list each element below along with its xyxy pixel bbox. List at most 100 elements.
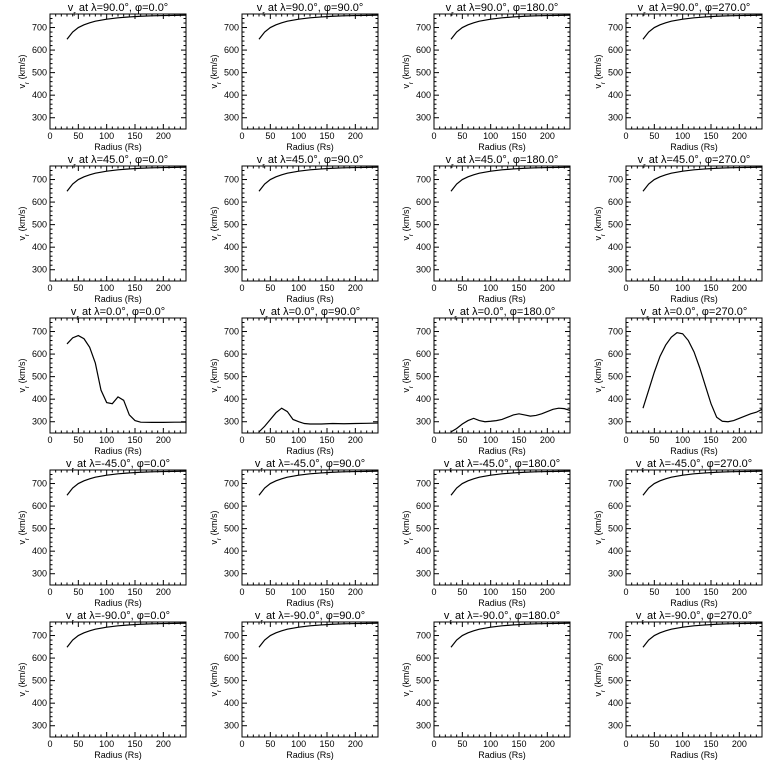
series-line bbox=[66, 14, 187, 40]
y-tick-label: 400 bbox=[32, 698, 47, 708]
panel-r1-c2: vr at λ=45.0°, φ=180.0° 0 50 100 150 200 300 40… bbox=[401, 154, 571, 304]
y-tick-label: 500 bbox=[224, 676, 239, 686]
x-tick-label: 150 bbox=[127, 131, 142, 141]
plot-frame bbox=[433, 621, 571, 738]
y-tick-label: 500 bbox=[608, 220, 623, 230]
x-tick-label: 100 bbox=[675, 435, 690, 445]
x-tick-label: 200 bbox=[156, 435, 171, 445]
x-tick-label: 0 bbox=[239, 283, 244, 293]
y-tick-label: 300 bbox=[224, 721, 239, 731]
x-axis-label: Radius (Rs) bbox=[670, 750, 718, 760]
y-tick-label: 600 bbox=[416, 501, 431, 511]
x-tick-label: 150 bbox=[127, 587, 142, 597]
x-tick-label: 0 bbox=[239, 435, 244, 445]
y-axis-label: vr (km/s) bbox=[593, 54, 607, 88]
x-tick-label: 50 bbox=[649, 131, 659, 141]
y-tick-label: 600 bbox=[32, 45, 47, 55]
x-tick-label: 0 bbox=[47, 131, 52, 141]
x-axis-label: Radius (Rs) bbox=[286, 750, 334, 760]
y-tick-label: 500 bbox=[224, 68, 239, 78]
y-tick-label: 700 bbox=[608, 23, 623, 33]
y-tick-label: 400 bbox=[224, 698, 239, 708]
y-tick-label: 400 bbox=[416, 698, 431, 708]
x-tick-label: 100 bbox=[483, 435, 498, 445]
x-tick-label: 50 bbox=[265, 587, 275, 597]
y-tick-label: 500 bbox=[32, 220, 47, 230]
x-axis-label: Radius (Rs) bbox=[94, 142, 142, 152]
panel-r2-c3: vr at λ=0.0°, φ=270.0° 0 50 100 150 200 300 400… bbox=[593, 306, 763, 456]
y-tick-label: 400 bbox=[416, 394, 431, 404]
x-tick-label: 50 bbox=[649, 435, 659, 445]
y-axis-label: vr (km/s) bbox=[401, 358, 415, 392]
y-tick-label: 600 bbox=[608, 349, 623, 359]
panel-title: vr at λ=45.0°, φ=270.0° bbox=[638, 154, 751, 170]
panel-title: vr at λ=0.0°, φ=180.0° bbox=[449, 306, 556, 322]
x-tick-label: 50 bbox=[73, 131, 83, 141]
y-tick-label: 700 bbox=[32, 327, 47, 337]
panel-r3-c2: vr at λ=-45.0°, φ=180.0° 0 50 100 150 200 300 4… bbox=[401, 458, 571, 608]
x-tick-label: 200 bbox=[732, 131, 747, 141]
x-axis-label: Radius (Rs) bbox=[478, 446, 526, 456]
y-tick-label: 600 bbox=[32, 501, 47, 511]
y-axis-label: vr (km/s) bbox=[17, 54, 31, 88]
y-tick-label: 400 bbox=[608, 698, 623, 708]
plot-frame bbox=[49, 469, 187, 586]
x-tick-label: 200 bbox=[732, 587, 747, 597]
x-tick-label: 50 bbox=[649, 739, 659, 749]
series-line bbox=[258, 407, 379, 433]
panel-title: vr at λ=45.0°, φ=0.0° bbox=[68, 154, 168, 170]
plot-frame bbox=[625, 621, 763, 738]
panel-r3-c1: vr at λ=-45.0°, φ=90.0° 0 50 100 150 200 300 40… bbox=[209, 458, 379, 608]
y-tick-label: 600 bbox=[224, 45, 239, 55]
y-tick-label: 700 bbox=[608, 631, 623, 641]
x-tick-label: 50 bbox=[73, 739, 83, 749]
x-tick-label: 0 bbox=[431, 283, 436, 293]
y-tick-label: 500 bbox=[608, 68, 623, 78]
y-tick-label: 600 bbox=[32, 197, 47, 207]
x-tick-label: 150 bbox=[319, 131, 334, 141]
x-tick-label: 100 bbox=[675, 283, 690, 293]
x-tick-label: 0 bbox=[47, 283, 52, 293]
x-tick-label: 100 bbox=[99, 283, 114, 293]
y-tick-label: 500 bbox=[608, 676, 623, 686]
x-tick-label: 200 bbox=[156, 283, 171, 293]
x-tick-label: 200 bbox=[732, 435, 747, 445]
y-tick-label: 400 bbox=[32, 90, 47, 100]
x-tick-label: 50 bbox=[457, 131, 467, 141]
x-tick-label: 50 bbox=[457, 587, 467, 597]
y-axis-label: vr (km/s) bbox=[17, 206, 31, 240]
series-line bbox=[258, 166, 379, 192]
panel-r0-c1: vr at λ=90.0°, φ=90.0° 0 50 100 150 200 300 400… bbox=[209, 2, 379, 152]
series-line bbox=[450, 470, 571, 496]
y-tick-label: 500 bbox=[416, 68, 431, 78]
x-tick-label: 150 bbox=[511, 587, 526, 597]
x-axis-label: Radius (Rs) bbox=[94, 446, 142, 456]
panel-r0-c2: vr at λ=90.0°, φ=180.0° 0 50 100 150 200 300 40… bbox=[401, 2, 571, 152]
plot-frame bbox=[625, 317, 763, 434]
y-tick-label: 300 bbox=[608, 569, 623, 579]
plot-frame bbox=[625, 13, 763, 130]
panel-r4-c2: vr at λ=-90.0°, φ=180.0° 0 50 100 150 200 300 4… bbox=[401, 610, 571, 760]
series-line bbox=[450, 622, 571, 648]
panel-title: vr at λ=-45.0°, φ=270.0° bbox=[636, 458, 752, 474]
x-tick-label: 100 bbox=[483, 739, 498, 749]
y-tick-label: 300 bbox=[224, 265, 239, 275]
y-axis-label: vr (km/s) bbox=[401, 206, 415, 240]
panel-r3-c0: vr at λ=-45.0°, φ=0.0° 0 50 100 150 200 300 400… bbox=[17, 458, 187, 608]
y-tick-label: 500 bbox=[608, 372, 623, 382]
x-axis-label: Radius (Rs) bbox=[478, 142, 526, 152]
x-tick-label: 150 bbox=[319, 283, 334, 293]
x-tick-label: 150 bbox=[127, 739, 142, 749]
panel-r4-c1: vr at λ=-90.0°, φ=90.0° 0 50 100 150 200 300 40… bbox=[209, 610, 379, 760]
y-axis-label: vr (km/s) bbox=[209, 206, 223, 240]
y-axis-label: vr (km/s) bbox=[209, 358, 223, 392]
y-tick-label: 400 bbox=[224, 394, 239, 404]
y-tick-label: 300 bbox=[224, 569, 239, 579]
x-tick-label: 150 bbox=[703, 283, 718, 293]
x-tick-label: 100 bbox=[483, 587, 498, 597]
x-tick-label: 0 bbox=[239, 739, 244, 749]
x-axis-label: Radius (Rs) bbox=[478, 294, 526, 304]
panel-r0-c0: vr at λ=90.0°, φ=0.0° 0 50 100 150 200 300 400 5… bbox=[17, 2, 187, 152]
panel-title: vr at λ=-90.0°, φ=90.0° bbox=[255, 610, 365, 626]
y-tick-label: 400 bbox=[608, 90, 623, 100]
